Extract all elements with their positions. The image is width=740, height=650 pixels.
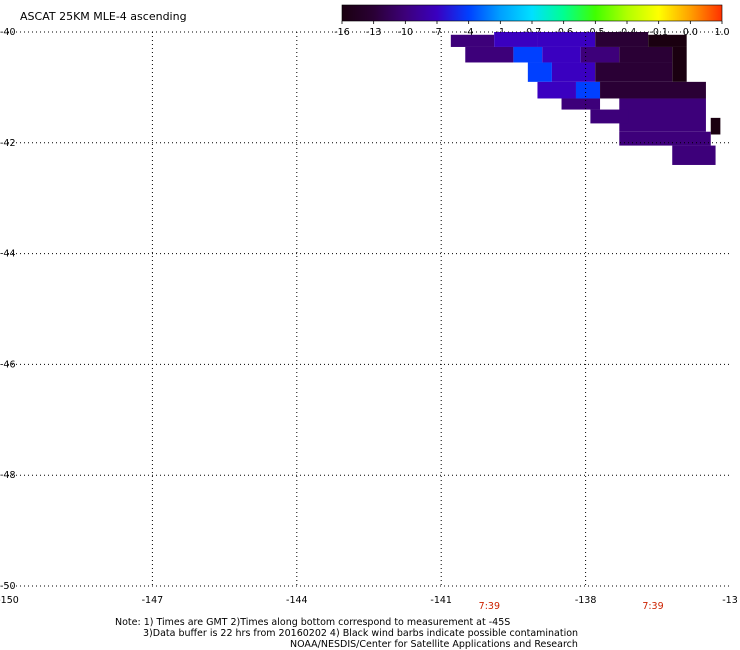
- x-tick-label: -147: [142, 595, 164, 606]
- data-cell-10: [672, 46, 687, 82]
- data-cell-8: [580, 46, 620, 63]
- colorbar-label: -16: [334, 27, 350, 38]
- y-tick-label: -46: [0, 359, 16, 370]
- y-tick-label: -48: [0, 470, 16, 481]
- data-cell-9: [619, 46, 673, 63]
- y-tick-label: -50: [0, 581, 16, 592]
- x-tick-label: -138: [575, 595, 597, 606]
- data-cell-5: [465, 46, 514, 63]
- data-cell-6: [513, 46, 543, 63]
- data-cell-18: [619, 98, 706, 132]
- time-label: 7:39: [479, 601, 500, 612]
- y-tick-labels: -50 -48 -46 -44 -42 -40: [0, 27, 16, 592]
- colorbar-label: 1.0: [714, 27, 729, 38]
- x-tick-labels: -150 -147 -144 -141 -138 -13: [0, 595, 738, 606]
- y-tick-label: -44: [0, 249, 16, 260]
- plot-area: -150-147-144-141-138-13 -50-48-46-44-42-…: [0, 27, 738, 612]
- colorbar-bar: [342, 5, 722, 21]
- data-cell-4: [648, 34, 687, 47]
- colorbar-label: -0.1: [649, 27, 668, 38]
- data-cell-17: [561, 98, 601, 110]
- data-cell-2: [537, 32, 596, 47]
- data-cell-14: [537, 81, 576, 99]
- colorbar-label: -13: [366, 27, 382, 38]
- colorbar-label: -10: [398, 27, 414, 38]
- grid-lines: [8, 31, 730, 587]
- data-cell-1: [494, 32, 538, 47]
- note-line-3: NOAA/NESDIS/Center for Satellite Applica…: [290, 639, 578, 650]
- data-cell-15: [575, 81, 601, 99]
- x-tick-label: -144: [286, 595, 308, 606]
- data-cell-11: [527, 62, 552, 82]
- note-line-2: 3)Data buffer is 22 hrs from 20160202 4)…: [143, 628, 578, 639]
- data-cell-3: [595, 32, 649, 47]
- colorbar-label: 0.0: [683, 27, 698, 38]
- data-cell-22: [672, 145, 716, 165]
- data-cell-21: [710, 117, 721, 135]
- y-tick-label: -42: [0, 138, 16, 149]
- data-cell-13: [595, 62, 673, 82]
- y-tick-label: -40: [0, 27, 16, 38]
- x-tick-label: -141: [430, 595, 452, 606]
- footnotes: Note: 1) Times are GMT 2)Times along bot…: [115, 617, 578, 650]
- time-labels: 7:39 7:39: [479, 601, 664, 612]
- x-tick-label: -150: [0, 595, 19, 606]
- data-cell-12: [551, 62, 596, 82]
- chart-title: ASCAT 25KM MLE-4 ascending: [20, 10, 187, 23]
- time-label: 7:39: [642, 601, 663, 612]
- data-cell-0: [450, 34, 495, 47]
- data-cell-16: [600, 81, 706, 99]
- data-cell-7: [542, 46, 581, 63]
- data-cells: [450, 32, 721, 165]
- data-cell-19: [590, 109, 629, 124]
- x-tick-label: -13: [722, 595, 738, 606]
- data-cell-20: [619, 131, 711, 146]
- note-line-1: Note: 1) Times are GMT 2)Times along bot…: [115, 617, 510, 628]
